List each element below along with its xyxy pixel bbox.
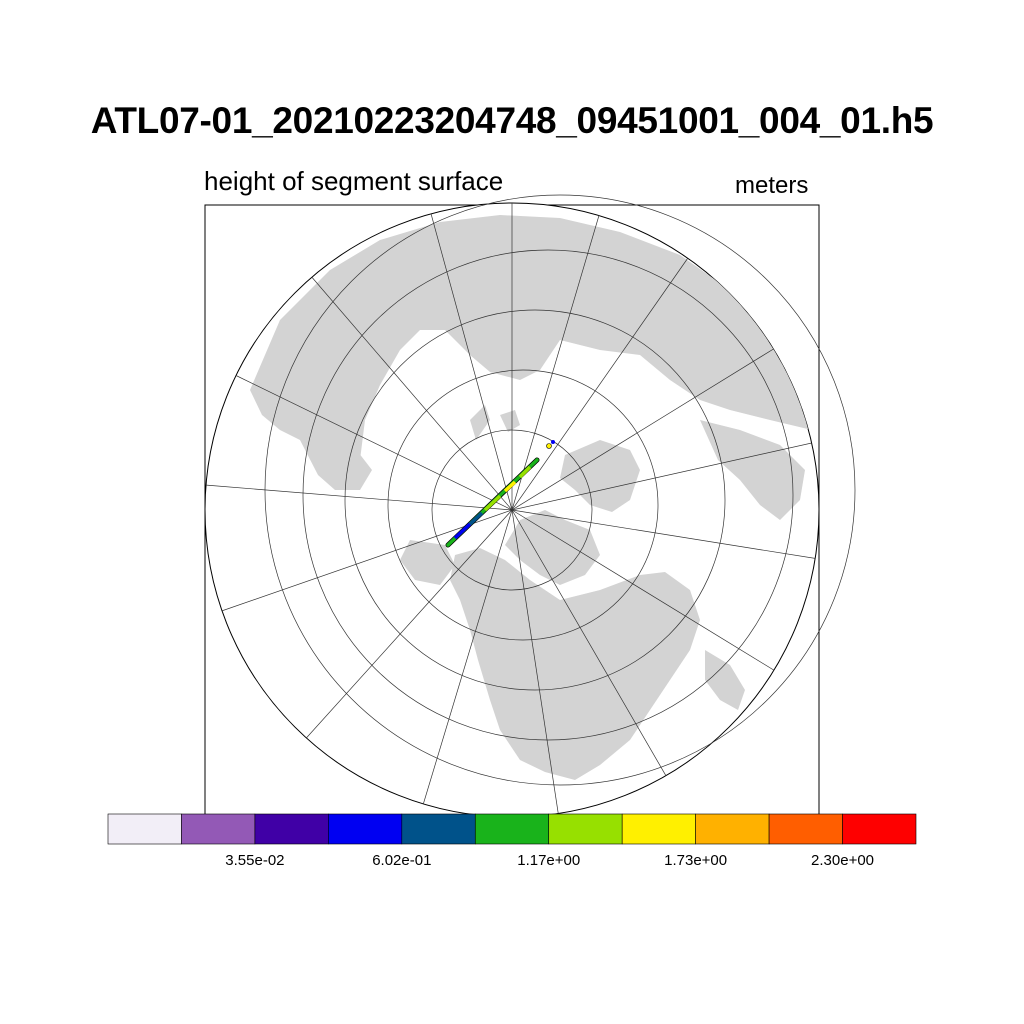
units-label: meters [735,172,809,199]
latitude-circle-60 [344,309,726,691]
landmass-central-america [705,650,745,710]
colorbar-tick-label: 3.55e-02 [225,852,285,869]
meridian [234,374,513,511]
landmass-novaya-zemlya [470,405,490,440]
colorbar-tick-label: 1.73e+00 [664,852,728,869]
meridian [309,274,513,511]
colorbar-box [107,813,182,845]
colorbar-box [181,813,256,845]
meridian [419,509,513,816]
colorbar-tick-label: 6.02e-01 [372,852,432,869]
colorbar-box [842,813,917,845]
track-segment-dark-blue [468,511,484,526]
landmass-greenland [560,440,640,512]
landmass-canadian-arctic [505,510,600,585]
colorbar-tick-label: 2.30e+00 [811,852,875,869]
landmass-scandinavia [300,435,372,490]
landmass-svalbard [500,410,520,432]
track-segment-lime [483,494,502,512]
colorbar [107,813,917,845]
variable-name: height of segment surface [204,166,504,196]
colorbar-box [474,813,550,845]
colorbar-box [548,813,623,845]
colorbar-box [768,813,843,845]
landmass-north-america [450,548,700,780]
graticule [205,194,856,817]
track-segment-yellow [503,480,517,493]
meridian [511,211,601,511]
meridian [511,509,791,681]
meridian [511,439,819,511]
meridian [205,484,513,511]
latitude-circle-70 [387,369,659,641]
meridian [511,509,819,561]
land-layer [250,215,812,780]
landmass-europe [282,355,315,410]
plot-title: ATL07-01_20210223204748_09451001_004_01.… [90,100,934,141]
latitude-circle-50 [302,249,794,741]
colorbar-box [621,813,696,845]
meridian [511,344,781,511]
meridian [511,509,561,817]
colorbar-tick-label: 1.17e+00 [517,852,581,869]
landmass-alaska [400,540,455,585]
track-point [546,443,552,449]
track-layer [445,440,555,548]
meridian [511,509,681,801]
colorbar-box [695,813,770,845]
meridian [511,254,691,511]
meridian [299,509,513,746]
meridian [209,509,513,616]
track-point [551,440,555,444]
meridian [429,209,513,511]
track-segment-lime [518,465,532,479]
colorbar-box [328,813,403,845]
track-segment-blue [453,522,472,540]
landmass-eurasia [250,215,812,470]
colorbar-box [401,813,476,845]
landmass-east-asia [700,420,805,520]
colorbar-box [254,813,329,845]
